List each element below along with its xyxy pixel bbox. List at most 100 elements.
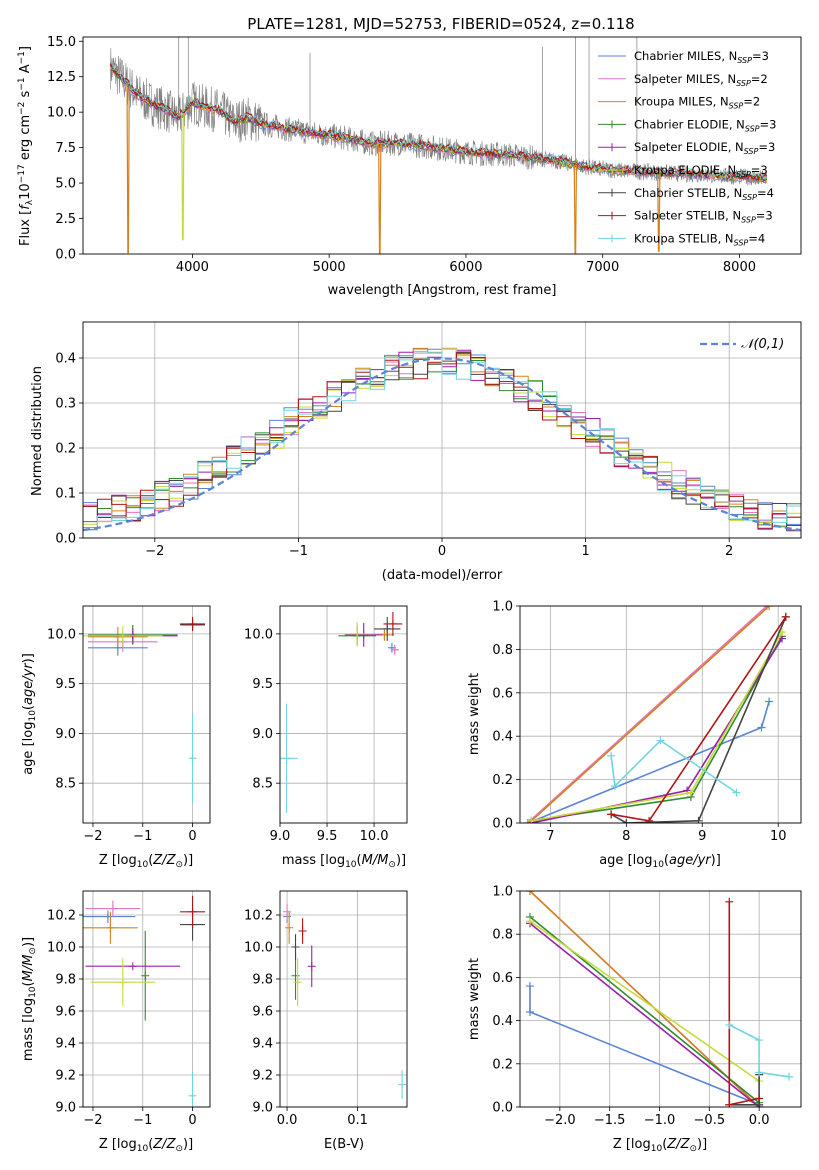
x-tick-label: −2 (83, 1113, 102, 1128)
errorbar-point (108, 904, 117, 913)
x-tick-label: 8 (622, 829, 630, 844)
spectrum-dip (181, 113, 185, 241)
legend-label: Chabrier MILES, NSSP=3 (634, 49, 769, 65)
y-tick-label: 15.0 (47, 35, 76, 50)
y-tick-label: 0.0 (492, 817, 513, 832)
spectrum-dip (126, 85, 130, 254)
residuals-frame (82, 321, 802, 539)
errorbar-point (298, 927, 307, 935)
legend-label: Kroupa MILES, NSSP=2 (634, 95, 760, 111)
weight-point (656, 736, 665, 745)
spectrum-dip (378, 143, 382, 254)
y-tick-label: 9.5 (55, 677, 76, 692)
y-tick-label: 9.8 (252, 973, 273, 988)
spectrum-x-label: wavelength [Angstrom, rest frame] (328, 283, 557, 298)
mass-vs-ebv-axes: 0.0 0.1 9.0 9.2 9.4 9.6 9.8 10.0 10.2 (244, 891, 407, 1128)
errorbar-point (128, 962, 137, 971)
histogram-kroupa-stelib (83, 351, 801, 531)
x-tick-label: −1.0 (644, 1113, 676, 1128)
weight-point (725, 1020, 734, 1029)
x-tick-label: 7000 (586, 260, 619, 275)
x-tick-label: −2 (145, 544, 164, 559)
gaussian-curve (83, 357, 801, 532)
x-tick-label: −1 (133, 1113, 152, 1128)
mass-vs-Z-errorbars (83, 895, 206, 1107)
x-tick-label: 10.0 (360, 829, 389, 844)
y-tick-label: 10.0 (47, 941, 76, 956)
y-tick-label: 0.3 (55, 397, 76, 412)
weight-vs-Z-y-label: mass weight (467, 958, 482, 1040)
y-tick-label: 9.8 (55, 973, 76, 988)
legend-label: Chabrier STELIB, NSSP=4 (634, 186, 774, 202)
y-tick-label: 8.5 (55, 777, 76, 792)
weight-line-chabrier-miles (529, 986, 760, 1106)
weight-point (686, 788, 695, 797)
errorbar-point (398, 1080, 407, 1089)
y-tick-label: 9.6 (252, 1005, 273, 1020)
errorbar-point (293, 978, 302, 987)
age-vs-mass-errorbars (280, 611, 403, 814)
errorbar-point (307, 962, 316, 971)
x-tick-label: 8000 (723, 260, 756, 275)
legend-label: Salpeter STELIB, NSSP=3 (634, 209, 773, 225)
x-tick-label: −1 (289, 544, 308, 559)
x-tick-label: 5000 (313, 260, 346, 275)
weight-point (785, 1072, 794, 1081)
x-tick-label: 9.0 (270, 829, 291, 844)
gaussian-legend-label: 𝒩(0,1) (741, 337, 784, 352)
spectrum-legend: Chabrier MILES, NSSP=3 Salpeter MILES, NS… (598, 49, 776, 247)
weight-point (725, 897, 734, 906)
x-tick-label: −0.5 (694, 1113, 726, 1128)
weight-line-salpeter-miles (527, 606, 768, 823)
legend-label: Chabrier ELODIE, NSSP=3 (634, 117, 776, 133)
age-vs-mass-x-label: mass [log10(M/M⊙)] (282, 853, 406, 870)
age-vs-mass-axes: 9.0 9.5 10.0 8.5 9.0 9.5 10.0 (244, 606, 407, 844)
weight-line-kroupa-elodie (531, 631, 783, 822)
weight-point (607, 810, 616, 819)
weight-line-salpeter-stelib (728, 901, 760, 1106)
weight-point (527, 816, 536, 823)
errorbar-point (118, 978, 127, 987)
y-tick-label: 10.2 (244, 909, 273, 924)
weight-vs-Z-x-label: Z [log10(Z/Z⊙)] (613, 1137, 707, 1154)
y-tick-label: 0.2 (492, 1057, 513, 1072)
weight-vs-age-frame (519, 605, 802, 824)
y-tick-label: 9.0 (55, 727, 76, 742)
legend-label: Kroupa ELODIE, NSSP=3 (634, 163, 768, 179)
x-tick-label: 1 (581, 544, 589, 559)
weight-point (610, 782, 619, 791)
mass-vs-ebv-frame (279, 890, 408, 1108)
legend-label: Kroupa STELIB, NSSP=4 (634, 231, 765, 247)
weight-point (525, 1007, 534, 1016)
spectrum-dip (573, 164, 578, 254)
x-tick-label: 0.0 (749, 1113, 770, 1128)
errorbar-point (188, 754, 197, 763)
errorbar-point (383, 624, 392, 633)
age-vs-Z-x-label: Z [log10(Z/Z⊙)] (99, 853, 193, 870)
errorbar-point (188, 1091, 197, 1100)
y-tick-label: 1.0 (492, 600, 513, 615)
y-tick-label: 10.0 (244, 941, 273, 956)
weight-point (732, 788, 741, 797)
weight-point (525, 982, 534, 991)
weight-vs-age-lines (523, 606, 790, 823)
y-tick-label: 0.2 (55, 442, 76, 457)
legend-label: Salpeter MILES, NSSP=2 (634, 72, 768, 88)
y-tick-label: 9.6 (55, 1005, 76, 1020)
weight-point (755, 1036, 764, 1045)
spectrum-y-label: Flux [fλ10−17 erg cm−2 s−1 A−1] (17, 46, 35, 246)
y-tick-label: 0.4 (492, 730, 513, 745)
errorbar-point (106, 923, 115, 932)
y-tick-label: 0.6 (492, 971, 513, 986)
weight-point (757, 723, 766, 732)
errorbar-point (353, 629, 362, 638)
y-tick-label: 9.4 (252, 1037, 273, 1052)
x-tick-label: 0 (438, 544, 446, 559)
spectrum-frame (82, 36, 802, 255)
weight-vs-Z-frame (519, 890, 802, 1108)
weight-point (525, 917, 534, 926)
errorbar-point (291, 943, 300, 951)
y-tick-label: 10.0 (47, 627, 76, 642)
spectrum-title: PLATE=1281, MJD=52753, FIBERID=0524, z=0… (247, 15, 634, 33)
x-tick-label: 0 (188, 1113, 196, 1128)
